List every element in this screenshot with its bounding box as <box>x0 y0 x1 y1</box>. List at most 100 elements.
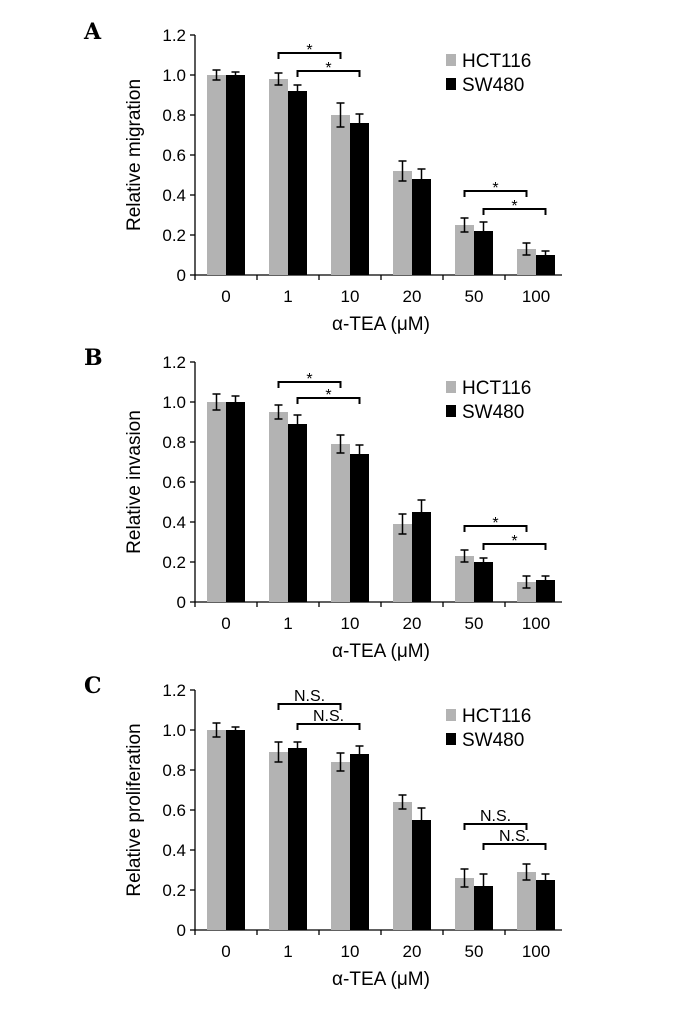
panel-a-plot: 0 0.2 0.4 0.6 0.8 1.0 1.2 0 1 10 20 50 100 α-TEA (μM)… <box>124 26 562 335</box>
bar-sw480 <box>536 580 555 602</box>
error-bar <box>231 71 240 79</box>
error-bar <box>274 404 283 420</box>
error-bar <box>460 217 469 233</box>
bar-sw480 <box>412 512 431 602</box>
bar-sw480 <box>350 123 369 275</box>
bar-sw480 <box>226 75 245 275</box>
significance-label: * <box>511 533 517 550</box>
legend-label: SW480 <box>462 402 524 423</box>
x-tick-label: 10 <box>341 942 360 961</box>
error-bar <box>541 575 550 585</box>
error-bar <box>293 741 302 755</box>
legend-label: HCT116 <box>462 378 531 399</box>
bar-sw480 <box>226 730 245 930</box>
error-bar <box>336 752 345 772</box>
panel-a: A 0 0.2 0.4 0.6 0.8 1.0 1.2 0 1 10 20 50 100 α-TEA (μ… <box>83 19 562 335</box>
y-tick-label: 0.2 <box>162 881 186 900</box>
y-tick-label: 0.4 <box>162 513 186 532</box>
y-tick-label: 0.2 <box>162 553 186 572</box>
y-tick-label: 0.6 <box>162 473 186 492</box>
bar-sw480 <box>412 179 431 275</box>
panel-c: C 0 0.2 0.4 0.6 0.8 1.0 1.2 0 1 10 20 50 100 α-TEA (μ… <box>84 673 562 990</box>
error-bar <box>355 444 364 464</box>
error-bar <box>355 745 364 763</box>
bar-sw480 <box>350 754 369 930</box>
y-tick-label: 1.2 <box>162 26 186 45</box>
error-bar <box>460 868 469 888</box>
error-bar <box>355 113 364 133</box>
legend-swatch <box>446 405 456 417</box>
y-tick-label: 1.0 <box>162 66 186 85</box>
bar-sw480 <box>474 562 493 602</box>
x-tick-label: 0 <box>221 287 230 306</box>
y-tick-label: 0.8 <box>162 433 186 452</box>
significance-bracket <box>277 703 342 710</box>
error-bar <box>336 102 345 128</box>
error-bar <box>541 873 550 887</box>
x-tick-label: 20 <box>403 942 422 961</box>
error-bar <box>541 250 550 260</box>
error-bar <box>274 741 283 763</box>
significance-bracket <box>463 525 528 532</box>
x-tick-label: 20 <box>403 287 422 306</box>
error-bar <box>212 393 221 411</box>
error-bar <box>212 722 221 738</box>
bar-sw480 <box>350 454 369 602</box>
significance-bracket <box>296 723 361 730</box>
bar-hct116 <box>455 556 474 602</box>
error-bar <box>212 69 221 81</box>
bar-hct116 <box>269 752 288 930</box>
bar-hct116 <box>455 225 474 275</box>
significance-label: * <box>306 371 312 388</box>
error-bar <box>231 395 240 409</box>
bar-hct116 <box>393 171 412 275</box>
bar-hct116 <box>517 249 536 275</box>
bar-sw480 <box>226 402 245 602</box>
error-bar <box>479 221 488 241</box>
bar-sw480 <box>536 880 555 930</box>
bar-sw480 <box>288 91 307 275</box>
y-tick-label: 0 <box>177 266 186 285</box>
legend-swatch <box>446 54 456 66</box>
significance-label: N.S. <box>294 688 325 705</box>
error-bar <box>274 72 283 86</box>
x-tick-label: 10 <box>341 614 360 633</box>
significance-bracket <box>482 208 547 215</box>
y-tick-label: 0 <box>177 593 186 612</box>
legend-label: HCT116 <box>462 706 531 727</box>
significance-label: * <box>325 60 331 77</box>
x-tick-label: 100 <box>522 942 550 961</box>
x-tick-label: 50 <box>465 942 484 961</box>
y-tick-label: 0.2 <box>162 226 186 245</box>
bar-hct116 <box>331 444 350 602</box>
bar-sw480 <box>412 820 431 930</box>
significance-label: N.S. <box>313 708 344 725</box>
x-tick-label: 1 <box>283 614 292 633</box>
y-tick-label: 0.4 <box>162 841 186 860</box>
significance-bracket <box>482 843 547 850</box>
significance-bracket <box>482 543 547 550</box>
x-tick-label: 50 <box>465 287 484 306</box>
significance-label: * <box>306 42 312 59</box>
bar-hct116 <box>331 762 350 930</box>
error-bar <box>460 549 469 563</box>
bar-hct116 <box>393 802 412 930</box>
bar-sw480 <box>474 886 493 930</box>
panel-b-plot: 0 0.2 0.4 0.6 0.8 1.0 1.2 0 1 10 20 50 100 α-TEA (μM)… <box>124 353 562 662</box>
significance-label: * <box>325 387 331 404</box>
y-axis-title: Relative migration <box>124 79 145 231</box>
x-tick-label: 100 <box>522 287 550 306</box>
bar-hct116 <box>207 75 226 275</box>
error-bar <box>293 414 302 434</box>
error-bar <box>293 84 302 98</box>
bar-sw480 <box>536 255 555 275</box>
bar-hct116 <box>393 524 412 602</box>
significance-label: * <box>511 198 517 215</box>
y-axis-title: Relative proliferation <box>124 723 145 896</box>
legend-label: SW480 <box>462 730 524 751</box>
error-bar <box>398 794 407 810</box>
y-tick-label: 1.0 <box>162 393 186 412</box>
panel-b-letter: B <box>84 345 103 371</box>
bar-sw480 <box>288 748 307 930</box>
y-axis-title: Relative invasion <box>124 410 145 554</box>
